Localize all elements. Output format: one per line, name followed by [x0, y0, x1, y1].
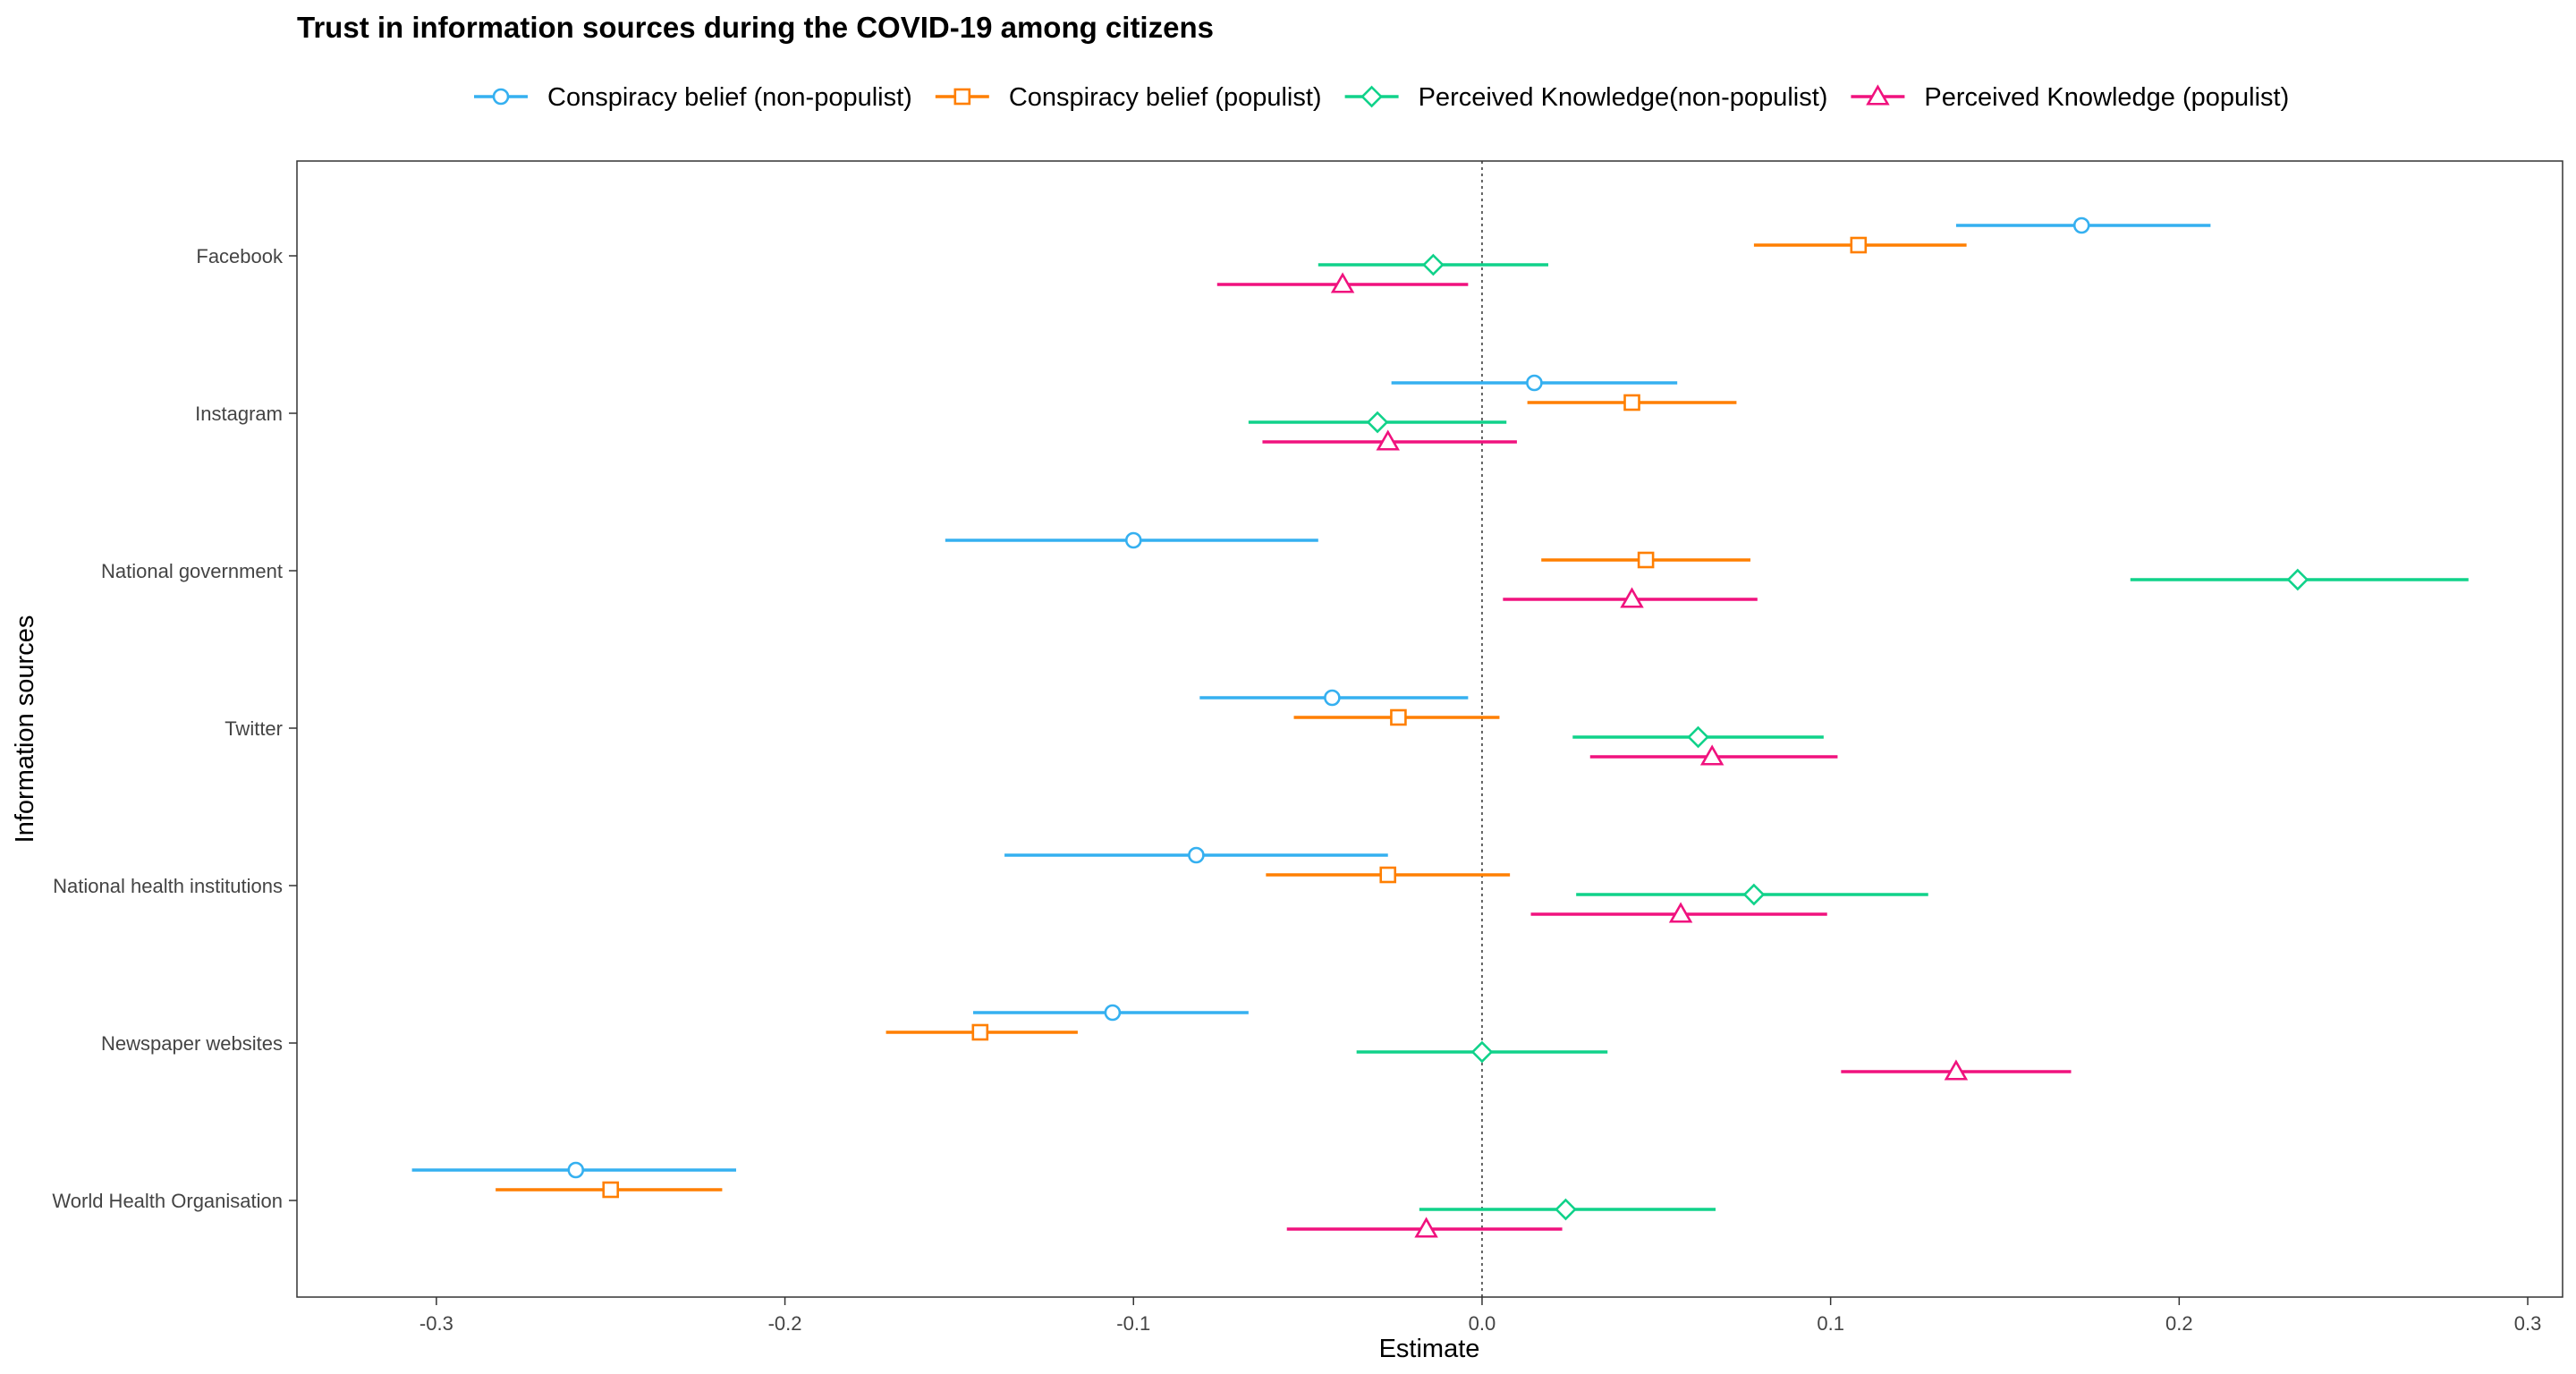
y-tick-label-facebook: Facebook: [196, 245, 284, 267]
point-perceived-knowledge-non-populist-national-government: [2286, 568, 2309, 591]
legend-label-conspiracy-belief-populist: Conspiracy belief (populist): [1009, 83, 1322, 112]
series-layer: [411, 216, 2469, 1238]
legend-item-conspiracy-belief-populist: Conspiracy belief (populist): [935, 83, 1322, 112]
x-tick-label-0-1: -0.1: [1116, 1312, 1150, 1335]
legend-marker-perceived-knowledge-non-populist: [1360, 85, 1383, 108]
legend-label-conspiracy-belief-non-populist: Conspiracy belief (non-populist): [547, 83, 912, 112]
legend-marker-conspiracy-belief-non-populist: [492, 88, 510, 106]
point-conspiracy-belief-populist-world-health-organisation: [602, 1181, 620, 1199]
legend-label-perceived-knowledge-non-populist: Perceived Knowledge(non-populist): [1419, 83, 1828, 112]
point-conspiracy-belief-non-populist-instagram: [1526, 374, 1543, 392]
y-tick-label-newspaper-websites: Newspaper websites: [101, 1032, 283, 1055]
point-perceived-knowledge-populist-national-government: [1620, 587, 1644, 608]
point-perceived-knowledge-populist-national-health-institutions: [1668, 902, 1693, 923]
x-tick-label-0-3: 0.3: [2514, 1312, 2542, 1335]
legend-item-perceived-knowledge-non-populist: Perceived Knowledge(non-populist): [1344, 83, 1828, 112]
legend-marker-perceived-knowledge-populist: [1866, 84, 1890, 106]
legend-item-perceived-knowledge-populist: Perceived Knowledge (populist): [1851, 83, 2289, 112]
point-conspiracy-belief-populist-national-government: [1637, 551, 1655, 569]
y-tick-label-national-government: National government: [101, 560, 283, 582]
point-conspiracy-belief-non-populist-newspaper-websites: [1104, 1004, 1122, 1022]
series-perceived-knowledge-non-populist: [1248, 253, 2469, 1221]
y-tick-label-national-health-institutions: National health institutions: [53, 875, 283, 897]
legend-label-perceived-knowledge-populist: Perceived Knowledge (populist): [1924, 83, 2289, 112]
legend-item-conspiracy-belief-non-populist: Conspiracy belief (non-populist): [474, 83, 912, 112]
point-perceived-knowledge-non-populist-twitter: [1687, 725, 1709, 749]
x-tick-label-0-1: 0.1: [1817, 1312, 1844, 1335]
y-tick-label-twitter: Twitter: [225, 717, 283, 740]
point-conspiracy-belief-populist-national-health-institutions: [1379, 866, 1397, 884]
legend: Conspiracy belief (non-populist) Conspira…: [474, 83, 2289, 112]
point-perceived-knowledge-non-populist-facebook: [1422, 253, 1445, 276]
point-perceived-knowledge-non-populist-national-health-institutions: [1742, 883, 1766, 906]
point-conspiracy-belief-non-populist-facebook: [2072, 216, 2090, 234]
point-perceived-knowledge-populist-world-health-organisation: [1414, 1217, 1438, 1238]
point-conspiracy-belief-populist-facebook: [1850, 236, 1868, 254]
x-axis-label: Estimate: [1379, 1335, 1480, 1363]
series-conspiracy-belief-non-populist: [411, 216, 2211, 1179]
point-perceived-knowledge-populist-twitter: [1699, 744, 1724, 766]
plot-panel: [296, 160, 2563, 1298]
point-perceived-knowledge-non-populist-instagram: [1366, 411, 1389, 434]
y-tick-label-instagram: Instagram: [195, 403, 283, 425]
point-perceived-knowledge-non-populist-world-health-organisation: [1555, 1198, 1577, 1221]
point-conspiracy-belief-populist-twitter: [1390, 708, 1407, 726]
y-axis: Facebook Instagram National government Twit…: [52, 245, 297, 1212]
point-conspiracy-belief-non-populist-world-health-organisation: [567, 1161, 585, 1179]
chart-title: Trust in information sources during the …: [297, 11, 1214, 44]
point-perceived-knowledge-populist-facebook: [1330, 272, 1355, 293]
series-perceived-knowledge-populist: [1216, 272, 2072, 1238]
point-conspiracy-belief-populist-instagram: [1623, 394, 1640, 411]
point-perceived-knowledge-populist-newspaper-websites: [1944, 1059, 1969, 1081]
y-tick-label-world-health-organisation: World Health Organisation: [52, 1190, 283, 1212]
point-conspiracy-belief-populist-newspaper-websites: [971, 1023, 989, 1041]
x-tick-label-0-2: -0.2: [768, 1312, 802, 1335]
point-conspiracy-belief-non-populist-national-government: [1124, 531, 1142, 549]
series-conspiracy-belief-populist: [496, 236, 1967, 1199]
x-tick-label-0-0: 0.0: [1469, 1312, 1496, 1335]
point-perceived-knowledge-populist-instagram: [1376, 429, 1400, 451]
point-conspiracy-belief-non-populist-twitter: [1324, 689, 1341, 707]
x-axis: -0.3 -0.2 -0.1 0.0 0.1 0.2 0.3: [419, 1297, 2541, 1335]
legend-marker-conspiracy-belief-populist: [953, 88, 971, 106]
y-axis-label: Information sources: [11, 615, 39, 844]
point-perceived-knowledge-non-populist-newspaper-websites: [1470, 1040, 1494, 1064]
point-conspiracy-belief-non-populist-national-health-institutions: [1188, 846, 1205, 864]
x-tick-label-0-2: 0.2: [2165, 1312, 2193, 1335]
x-tick-label-0-3: -0.3: [419, 1312, 453, 1335]
